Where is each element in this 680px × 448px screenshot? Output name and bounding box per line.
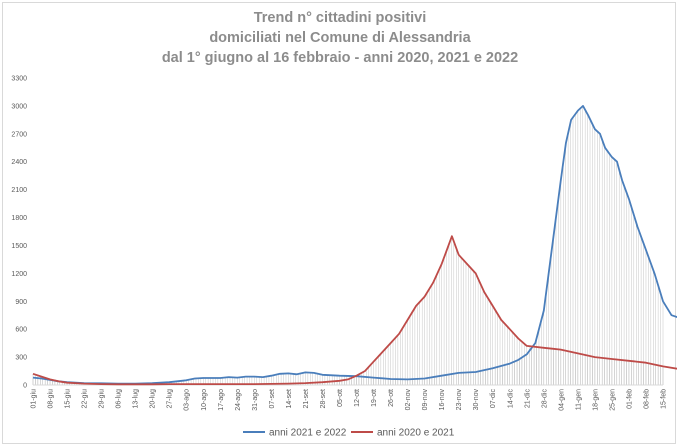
chart-frame: Trend n° cittadini positivi domiciliati … (2, 2, 677, 444)
x-tick-label: 21-set (303, 389, 310, 409)
legend-label-2: anni 2020 e 2021 (377, 428, 455, 439)
line-chart: Trend n° cittadini positivi domiciliati … (11, 10, 677, 439)
x-tick-label: 07-set (269, 389, 276, 409)
series-line-1 (32, 105, 677, 385)
y-tick-label: 0 (23, 383, 27, 390)
x-tick-label: 19-ott (371, 389, 378, 407)
chart-title-line-3: dal 1° giugno al 16 febbraio - anni 2020… (162, 50, 518, 66)
x-tick-label: 03-ago (184, 389, 191, 411)
x-tick-label: 11-gen (575, 389, 582, 410)
x-tick-label: 04-gen (558, 389, 565, 411)
x-tick-label: 10-ago (201, 389, 208, 411)
x-tick-label: 16-nov (439, 389, 446, 411)
x-tick-label: 22-giu (82, 389, 89, 409)
y-tick-label: 3000 (11, 103, 27, 110)
x-tick-label: 29-giu (99, 389, 106, 409)
x-tick-label: 26-ott (388, 389, 395, 407)
chart-title-line-2: domiciliati nel Comune di Alessandria (209, 30, 471, 46)
x-tick-label: 20-lug (150, 389, 157, 409)
x-tick-label: 28-dic (541, 389, 548, 409)
y-tick-label: 2100 (11, 187, 27, 194)
y-tick-label: 1200 (11, 271, 27, 278)
x-tick-label: 28-set (320, 389, 327, 409)
x-tick-label: 06-lug (116, 389, 123, 409)
x-tick-label: 08-giu (48, 389, 55, 409)
x-tick-label: 14-dic (507, 389, 514, 409)
x-tick-label: 01-feb (626, 389, 633, 409)
x-tick-label: 24-ago (235, 389, 242, 411)
x-tick-label: 07-dic (490, 389, 497, 409)
y-tick-label: 2400 (11, 159, 27, 166)
y-tick-label: 2700 (11, 131, 27, 138)
x-tick-label: 05-ott (337, 389, 344, 407)
x-tick-label: 14-set (286, 389, 293, 409)
x-tick-label: 13-lug (133, 389, 140, 409)
x-tick-label: 27-lug (167, 389, 174, 409)
y-tick-label: 600 (15, 327, 27, 334)
series-line-2 (32, 235, 677, 386)
y-tick-label: 1800 (11, 215, 27, 222)
x-tick-label: 01-giu (31, 389, 38, 409)
x-tick-label: 15-feb (661, 389, 668, 409)
x-tick-label: 31-ago (252, 389, 259, 411)
x-tick-label: 08-feb (643, 389, 650, 409)
x-tick-label: 30-nov (473, 389, 480, 411)
x-tick-label: 18-gen (592, 389, 599, 411)
x-tick-label: 23-nov (456, 389, 463, 411)
legend: anni 2021 e 2022 anni 2020 e 2021 (243, 428, 455, 439)
y-tick-label: 300 (15, 355, 27, 362)
x-tick-label: 21-dic (524, 389, 531, 409)
y-tick-label: 900 (15, 299, 27, 306)
legend-label-1: anni 2021 e 2022 (269, 428, 347, 439)
x-tick-label: 15-giu (65, 389, 72, 409)
y-tick-label: 1500 (11, 243, 27, 250)
y-tick-label: 3300 (11, 76, 27, 83)
x-tick-label: 25-gen (609, 389, 616, 411)
plot-area: 0 300 600 900 1200 1500 1800 2100 2400 2700 3000 33… (11, 76, 677, 411)
drop-lines (32, 106, 664, 385)
chart-title-line-1: Trend n° cittadini positivi (254, 10, 427, 26)
x-tick-label: 02-nov (405, 389, 412, 411)
x-tick-label: 09-nov (422, 389, 429, 411)
x-tick-label: 17-ago (218, 389, 225, 411)
x-tick-label: 12-ott (354, 389, 361, 407)
